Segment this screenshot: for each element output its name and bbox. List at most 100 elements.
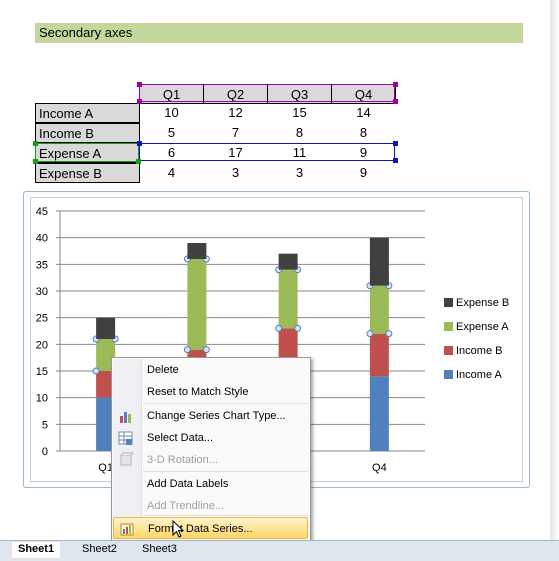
selection-handle[interactable] bbox=[92, 367, 100, 375]
table-cell[interactable]: 9 bbox=[359, 145, 368, 160]
menu-item-label: Add Data Labels bbox=[147, 478, 229, 490]
y-tick-label: 30 bbox=[36, 286, 48, 298]
y-tick-label: 20 bbox=[36, 339, 48, 351]
table-cell[interactable]: 4 bbox=[167, 165, 176, 180]
menu-item-label: Format Data Series... bbox=[148, 523, 253, 535]
legend-item[interactable]: Income B bbox=[444, 344, 529, 368]
table-cell[interactable]: 8 bbox=[295, 125, 304, 140]
legend-swatch bbox=[444, 346, 453, 355]
bar-expense-a[interactable] bbox=[187, 259, 207, 350]
row-label-income-a[interactable]: Income A bbox=[35, 103, 140, 123]
selection-handle[interactable] bbox=[183, 346, 191, 354]
y-tick-label: 25 bbox=[36, 313, 48, 325]
range-handle[interactable] bbox=[33, 159, 38, 164]
table-cell[interactable]: 3 bbox=[295, 165, 304, 180]
selection-handle[interactable] bbox=[366, 330, 374, 338]
y-tick-label: 0 bbox=[42, 446, 48, 458]
legend-label: Expense B bbox=[456, 297, 510, 309]
menu-item-add-data-labels[interactable]: Add Data Labels bbox=[113, 473, 308, 495]
legend-item[interactable]: Expense B bbox=[444, 296, 529, 320]
y-tick-label: 45 bbox=[36, 206, 48, 218]
range-handle[interactable] bbox=[393, 82, 398, 87]
x-tick-label: Q4 bbox=[372, 462, 387, 474]
menu-item-label: Change Series Chart Type... bbox=[147, 410, 286, 422]
select-data-icon bbox=[118, 431, 133, 445]
y-tick-label: 15 bbox=[36, 366, 48, 378]
table-cell[interactable]: 8 bbox=[359, 125, 368, 140]
y-tick-label: 5 bbox=[42, 419, 48, 431]
format-series-icon bbox=[120, 523, 134, 536]
selection-handle[interactable] bbox=[294, 324, 302, 332]
mouse-cursor-icon bbox=[172, 520, 185, 538]
menu-item-select-data[interactable]: Select Data... bbox=[113, 427, 308, 449]
menu-item-add-trendline: Add Trendline... bbox=[113, 495, 308, 517]
menu-item-delete[interactable]: Delete bbox=[113, 359, 308, 381]
range-handle[interactable] bbox=[33, 141, 38, 146]
bar-income-a[interactable] bbox=[96, 397, 116, 451]
range-handle[interactable] bbox=[137, 99, 142, 104]
table-cell[interactable]: 17 bbox=[228, 145, 243, 160]
menu-separator bbox=[143, 515, 308, 516]
table-header-q4[interactable]: Q4 bbox=[331, 84, 396, 104]
y-tick-label: 40 bbox=[36, 233, 48, 245]
range-handle[interactable] bbox=[393, 158, 398, 163]
bar-expense-b[interactable] bbox=[278, 253, 298, 270]
rotation-3d-icon bbox=[120, 452, 134, 466]
bar-expense-a[interactable] bbox=[278, 269, 298, 329]
table-cell[interactable]: 15 bbox=[292, 105, 307, 120]
table-cell[interactable]: 5 bbox=[167, 125, 176, 140]
y-tick-label: 35 bbox=[36, 259, 48, 271]
legend-swatch bbox=[444, 298, 453, 307]
legend-label: Income A bbox=[456, 369, 502, 381]
bar-expense-b[interactable] bbox=[369, 237, 389, 286]
range-handle[interactable] bbox=[137, 82, 142, 87]
range-handle[interactable] bbox=[136, 159, 141, 164]
table-cell[interactable]: 11 bbox=[292, 145, 307, 160]
y-tick-label: 10 bbox=[36, 393, 48, 405]
chart-legend[interactable]: Expense B Expense A Income B Income A bbox=[444, 296, 529, 392]
bar-expense-b[interactable] bbox=[187, 243, 207, 259]
legend-label: Expense A bbox=[456, 321, 509, 333]
menu-item-label: Select Data... bbox=[147, 432, 214, 444]
legend-label: Income B bbox=[456, 345, 503, 357]
menu-separator bbox=[143, 403, 308, 404]
table-cell[interactable]: 14 bbox=[356, 105, 371, 120]
selection-handle[interactable] bbox=[275, 324, 283, 332]
bar-income-a[interactable] bbox=[369, 376, 389, 451]
table-cell[interactable]: 6 bbox=[167, 145, 176, 160]
legend-swatch bbox=[444, 370, 453, 379]
sheet-title: Secondary axes bbox=[35, 23, 523, 43]
table-cell[interactable]: 9 bbox=[359, 165, 368, 180]
tab-sheet3[interactable]: Sheet3 bbox=[142, 543, 177, 555]
chart-type-icon bbox=[120, 412, 131, 423]
bar-expense-a[interactable] bbox=[369, 285, 389, 334]
row-label-income-b[interactable]: Income B bbox=[35, 123, 140, 143]
table-cell[interactable]: 7 bbox=[231, 125, 240, 140]
tab-sheet2[interactable]: Sheet2 bbox=[82, 543, 117, 555]
menu-icon-gutter bbox=[113, 359, 142, 541]
menu-item-label: Reset to Match Style bbox=[147, 386, 249, 398]
table-cell[interactable]: 10 bbox=[164, 105, 179, 120]
bar-expense-b[interactable] bbox=[96, 317, 116, 339]
range-handle[interactable] bbox=[393, 99, 398, 104]
bar-income-b[interactable] bbox=[96, 371, 116, 398]
range-handle[interactable] bbox=[137, 141, 142, 146]
menu-item-change-series-chart-type[interactable]: Change Series Chart Type... bbox=[113, 405, 308, 427]
legend-item[interactable]: Income A bbox=[444, 368, 529, 392]
menu-item-reset-to-match-style[interactable]: Reset to Match Style bbox=[113, 381, 308, 403]
menu-item-format-data-series[interactable]: Format Data Series... bbox=[113, 517, 308, 539]
table-cell[interactable]: 3 bbox=[231, 165, 240, 180]
bar-income-b[interactable] bbox=[369, 333, 389, 377]
tab-sheet1[interactable]: Sheet1 bbox=[12, 542, 61, 558]
legend-item[interactable]: Expense A bbox=[444, 320, 529, 344]
menu-item-label: Delete bbox=[147, 364, 179, 376]
menu-separator bbox=[143, 471, 308, 472]
range-handle[interactable] bbox=[393, 141, 398, 146]
row-label-expense-b[interactable]: Expense B bbox=[35, 163, 140, 183]
selection-handle[interactable] bbox=[202, 346, 210, 354]
selection-handle[interactable] bbox=[385, 330, 393, 338]
bar-expense-a[interactable] bbox=[96, 339, 116, 371]
table-cell[interactable]: 12 bbox=[228, 105, 243, 120]
